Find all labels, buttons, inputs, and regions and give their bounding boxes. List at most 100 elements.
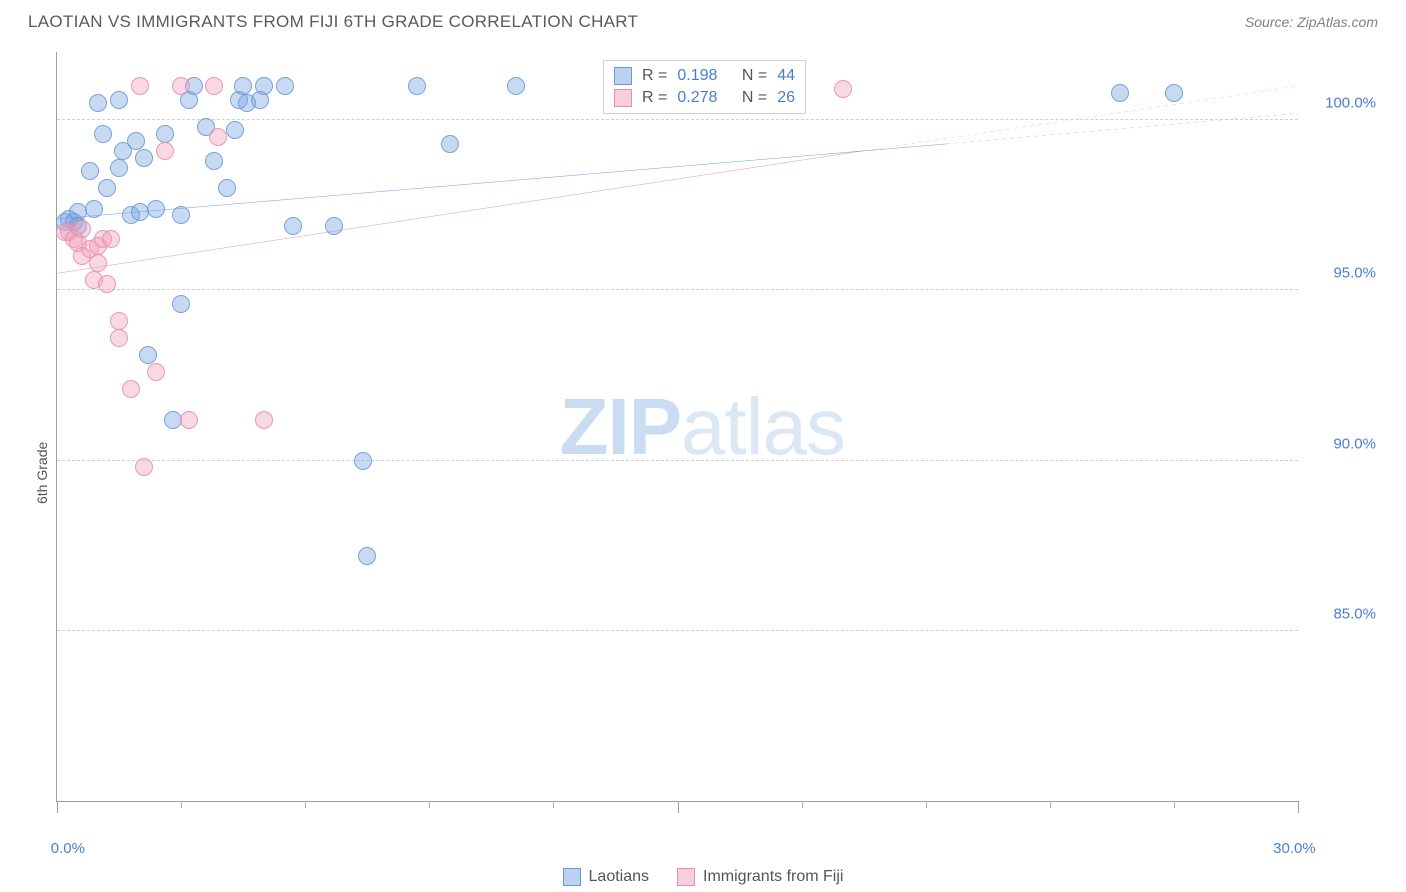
data-point <box>180 411 198 429</box>
data-point <box>156 125 174 143</box>
data-point <box>325 217 343 235</box>
data-point <box>1111 84 1129 102</box>
legend-label-2: Immigrants from Fiji <box>703 868 843 886</box>
data-point <box>98 275 116 293</box>
data-point <box>102 230 120 248</box>
n-value-2: 26 <box>777 89 795 107</box>
data-point <box>89 254 107 272</box>
data-point <box>164 411 182 429</box>
r-label-1: R = <box>642 67 667 85</box>
x-minor-tick <box>181 801 182 808</box>
gridline <box>57 630 1298 631</box>
data-point <box>354 452 372 470</box>
data-point <box>156 142 174 160</box>
bottom-legend: Laotians Immigrants from Fiji <box>0 868 1406 886</box>
data-point <box>255 77 273 95</box>
data-point <box>127 132 145 150</box>
swatch-pink-icon <box>614 89 632 107</box>
trend-lines <box>57 52 1298 801</box>
data-point <box>441 135 459 153</box>
data-point <box>89 94 107 112</box>
legend-item-laotians: Laotians <box>563 868 650 886</box>
x-minor-tick <box>926 801 927 808</box>
source-label: Source: ZipAtlas.com <box>1245 14 1378 30</box>
data-point <box>147 200 165 218</box>
data-point <box>131 77 149 95</box>
y-tick-label: 95.0% <box>1333 265 1376 282</box>
chart-title: LAOTIAN VS IMMIGRANTS FROM FIJI 6TH GRAD… <box>28 12 638 32</box>
n-value-1: 44 <box>777 67 795 85</box>
y-tick-label: 90.0% <box>1333 435 1376 452</box>
data-point <box>276 77 294 95</box>
watermark-zip: ZIP <box>560 382 681 471</box>
legend-item-fiji: Immigrants from Fiji <box>677 868 843 886</box>
y-tick-label: 100.0% <box>1325 95 1376 112</box>
stat-row-fiji: R = 0.278 N = 26 <box>614 87 795 109</box>
data-point <box>81 162 99 180</box>
data-point <box>85 200 103 218</box>
r-label-2: R = <box>642 89 667 107</box>
data-point <box>172 295 190 313</box>
x-minor-tick <box>1174 801 1175 808</box>
trend-line-extension <box>946 113 1298 144</box>
x-major-tick <box>57 801 58 813</box>
x-minor-tick <box>305 801 306 808</box>
r-value-2: 0.278 <box>677 89 717 107</box>
x-tick-label: 0.0% <box>51 840 85 857</box>
plot-region: ZIPatlas R = 0.198 N = 44 R = 0.278 N = … <box>56 52 1298 802</box>
swatch-blue-icon <box>614 67 632 85</box>
data-point <box>172 77 190 95</box>
data-point <box>205 152 223 170</box>
gridline <box>57 119 1298 120</box>
legend-label-1: Laotians <box>589 868 650 886</box>
r-value-1: 0.198 <box>677 67 717 85</box>
data-point <box>131 203 149 221</box>
data-point <box>110 312 128 330</box>
data-point <box>135 458 153 476</box>
data-point <box>284 217 302 235</box>
x-minor-tick <box>553 801 554 808</box>
x-minor-tick <box>1050 801 1051 808</box>
data-point <box>358 547 376 565</box>
data-point <box>135 149 153 167</box>
legend-swatch-pink-icon <box>677 868 695 886</box>
x-major-tick <box>1298 801 1299 813</box>
x-minor-tick <box>429 801 430 808</box>
x-tick-label: 30.0% <box>1273 840 1316 857</box>
data-point <box>172 206 190 224</box>
y-tick-label: 85.0% <box>1333 605 1376 622</box>
chart-header: LAOTIAN VS IMMIGRANTS FROM FIJI 6TH GRAD… <box>0 0 1406 40</box>
data-point <box>147 363 165 381</box>
watermark-atlas: atlas <box>681 382 845 471</box>
y-axis-label: 6th Grade <box>34 442 50 504</box>
legend-swatch-blue-icon <box>563 868 581 886</box>
data-point <box>226 121 244 139</box>
data-point <box>507 77 525 95</box>
data-point <box>94 125 112 143</box>
data-point <box>139 346 157 364</box>
data-point <box>110 91 128 109</box>
data-point <box>98 179 116 197</box>
data-point <box>205 77 223 95</box>
data-point <box>408 77 426 95</box>
gridline <box>57 460 1298 461</box>
x-minor-tick <box>802 801 803 808</box>
data-point <box>234 77 252 95</box>
trend-line <box>57 144 946 219</box>
x-major-tick <box>678 801 679 813</box>
n-label-2: N = <box>742 89 767 107</box>
chart-area: 6th Grade ZIPatlas R = 0.198 N = 44 R = … <box>56 52 1378 832</box>
n-label-1: N = <box>742 67 767 85</box>
stat-row-laotians: R = 0.198 N = 44 <box>614 65 795 87</box>
data-point <box>110 159 128 177</box>
data-point <box>834 80 852 98</box>
data-point <box>110 329 128 347</box>
data-point <box>122 380 140 398</box>
stat-box: R = 0.198 N = 44 R = 0.278 N = 26 <box>603 60 806 114</box>
data-point <box>255 411 273 429</box>
data-point <box>218 179 236 197</box>
data-point <box>209 128 227 146</box>
data-point <box>1165 84 1183 102</box>
gridline <box>57 289 1298 290</box>
data-point <box>73 220 91 238</box>
